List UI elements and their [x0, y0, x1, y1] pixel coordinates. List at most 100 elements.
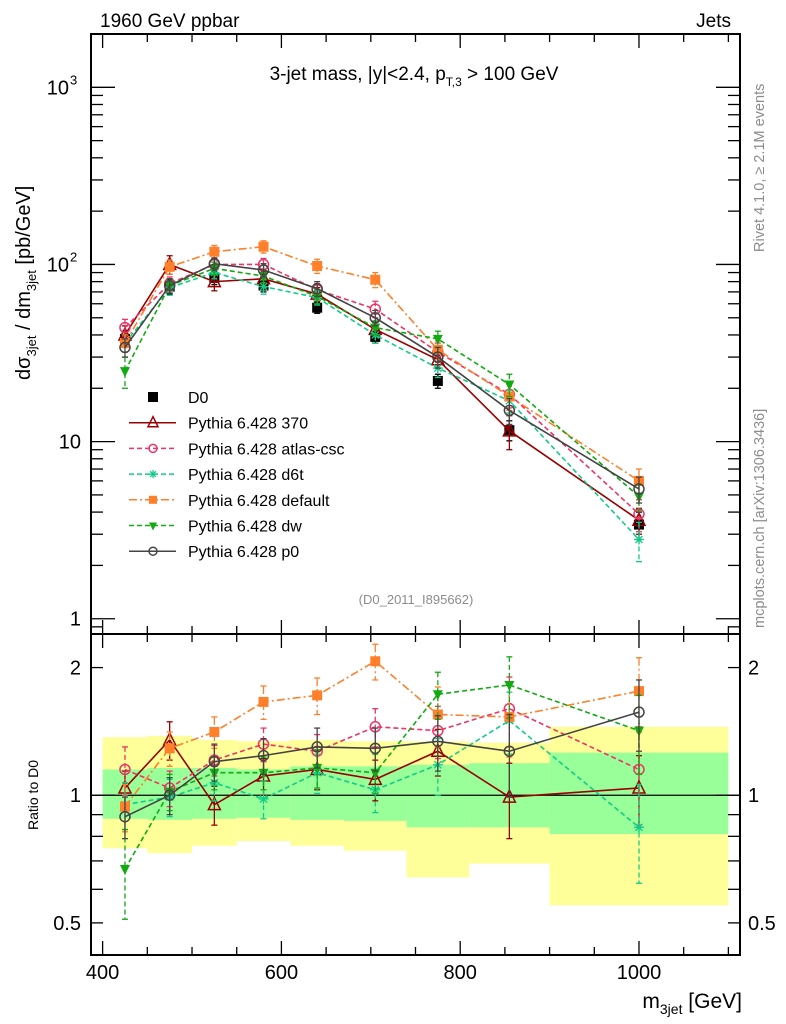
legend-item: Pythia 6.428 d6t [129, 467, 304, 484]
legend-label: D0 [188, 390, 209, 407]
legend-item: Pythia 6.428 atlas-csc [129, 441, 345, 458]
circle-marker [148, 443, 158, 454]
square-marker [209, 246, 220, 257]
square-marker [149, 495, 157, 504]
square-marker [148, 392, 158, 402]
square-marker [370, 274, 381, 285]
circle-marker [163, 279, 176, 292]
legend-item: Pythia 6.428 default [129, 493, 330, 510]
asterisk-marker [258, 281, 269, 292]
triangle-marker [368, 770, 383, 786]
circle-marker [119, 321, 131, 334]
main-series-layer [117, 240, 647, 563]
asterisk-marker [633, 822, 644, 833]
main-y-axis-label: dσ3jet / dm3jet [pb/GeV] [13, 186, 39, 380]
header-right-label: Jets [696, 11, 731, 32]
x-tick-label: 1000 [617, 962, 662, 984]
ratio-y-axis-label: Ratio to D0 [25, 760, 41, 830]
triangle-marker [207, 796, 222, 811]
y-tick-label: 2 [70, 658, 81, 680]
legend-label: Pythia 6.428 d6t [188, 467, 304, 484]
triangle-down-marker [119, 864, 130, 875]
ratio-axes: 400 600 800 1000 0.5 1 2 0.5 1 2 [53, 633, 776, 984]
circle-marker [369, 312, 382, 324]
triangle-down-marker [119, 367, 130, 378]
legend-label: Pythia 6.428 atlas-csc [188, 441, 345, 458]
circle-marker [432, 735, 444, 748]
series-pythia-6-428-d6t [119, 266, 644, 563]
y-tick-label: 0.5 [53, 913, 81, 935]
circle-marker [257, 264, 270, 276]
analysis-tag: (D0_2011_I895662) [359, 592, 474, 607]
triangle-marker [502, 788, 517, 803]
header-left-label: 1960 GeV ppbar [100, 11, 240, 32]
legend-label: Pythia 6.428 370 [188, 416, 308, 433]
square-marker [432, 375, 443, 386]
mcplots-label: mcplots.cern.ch [arXiv:1306.3436] [752, 409, 768, 628]
asterisk-marker [258, 793, 269, 804]
triangle-down-marker [504, 680, 515, 691]
series-line [124, 707, 640, 789]
square-marker [258, 241, 269, 252]
circle-marker [119, 341, 131, 354]
square-marker [312, 690, 323, 701]
asterisk-marker [149, 470, 157, 479]
y-tick-label: 10 [59, 432, 81, 454]
legend-item: Pythia 6.428 370 [129, 415, 308, 433]
circle-marker [119, 810, 131, 823]
y-tick-label: 1 [70, 785, 81, 807]
x-tick-label: 400 [86, 962, 119, 984]
triangle-marker [207, 272, 222, 288]
legend-label: Pythia 6.428 default [188, 493, 330, 510]
rivet-label: Rivet 4.1.0, ≥ 2.1M events [752, 84, 768, 252]
circle-marker [119, 763, 131, 776]
plot-title: 3-jet mass, |y|<2.4, pT,3 > 100 GeV [270, 64, 559, 89]
series-pythia-6-428-p0 [119, 679, 645, 840]
circle-marker [208, 755, 221, 768]
legend-item: Pythia 6.428 p0 [129, 544, 299, 561]
circle-marker [163, 789, 176, 801]
y-tick-label-right: 0.5 [748, 913, 776, 935]
circle-marker [311, 741, 323, 753]
y-tick-label: 10 [47, 77, 69, 99]
circle-marker [503, 404, 516, 417]
y-tick-label: 1 [70, 609, 81, 631]
circle-marker [633, 706, 645, 718]
y-tick-label-right: 1 [748, 785, 759, 807]
y-tick-label: 10 [47, 254, 69, 276]
ratio-uncertainty-bands [91, 726, 740, 906]
circle-marker [369, 742, 382, 755]
triangle-down-marker [432, 690, 443, 701]
legend-item: Pythia 6.428 dw [129, 519, 302, 536]
circle-marker [311, 282, 323, 295]
y-tick-exponent: 3 [70, 72, 77, 87]
series-pythia-6-428-p0 [119, 257, 645, 504]
y-tick-exponent: 2 [70, 249, 77, 264]
triangle-marker [502, 422, 517, 437]
circle-marker [148, 546, 158, 556]
x-tick-label: 600 [265, 962, 298, 984]
triangle-down-marker [504, 380, 515, 391]
legend-item: D0 [148, 390, 209, 407]
square-marker [258, 696, 269, 707]
circle-marker [257, 749, 270, 762]
square-marker [370, 656, 381, 667]
legend-label: Pythia 6.428 p0 [188, 544, 299, 561]
x-axis-label: m3jet [GeV] [642, 990, 742, 1017]
ratio-series-layer [117, 643, 647, 920]
square-marker [312, 302, 323, 313]
circle-marker [208, 257, 221, 270]
square-marker [209, 726, 220, 737]
triangle-down-marker [312, 292, 323, 303]
triangle-down-marker [312, 763, 323, 774]
square-marker [312, 261, 323, 272]
x-tick-label: 800 [444, 962, 477, 984]
circle-marker [633, 483, 645, 495]
circle-marker [503, 745, 516, 757]
square-marker [164, 261, 175, 272]
y-tick-label-right: 2 [748, 658, 759, 680]
triangle-marker [146, 415, 160, 428]
triangle-down-marker [432, 334, 443, 345]
